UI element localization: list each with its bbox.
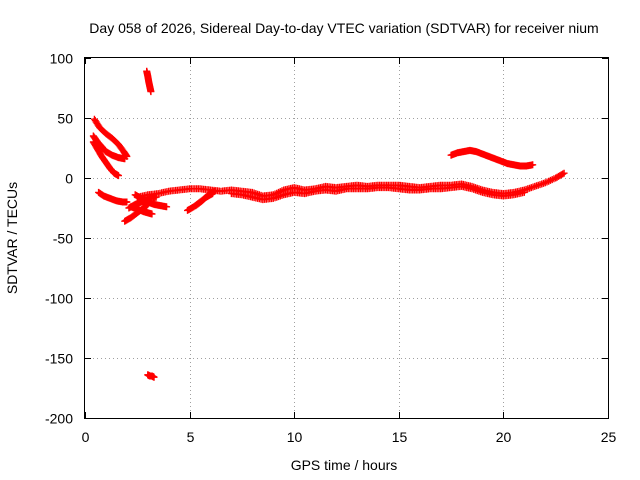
y-tick-label: -200: [45, 411, 73, 427]
y-tick-label: 50: [57, 111, 73, 127]
axis-ticks: 0 5 10 15 20 25 100 50 0 -50 -100 -150 -200: [45, 51, 617, 446]
data-point: [529, 161, 537, 169]
series-track-early-negative: [95, 188, 131, 206]
data-point: [559, 170, 567, 178]
series-main-band-lower: [227, 182, 528, 204]
series-track-low-outlier: [144, 371, 158, 381]
data-point: [123, 198, 131, 206]
y-tick-label: -50: [53, 231, 73, 247]
data-marks: [89, 67, 568, 381]
series-track-mid-decline: [89, 132, 129, 163]
data-point: [163, 203, 171, 211]
x-tick-label: 10: [287, 429, 303, 445]
x-tick-label: 0: [82, 429, 90, 445]
data-point: [560, 169, 568, 177]
y-tick-label: -150: [45, 351, 73, 367]
y-tick-label: -100: [45, 291, 73, 307]
plot-frame: [84, 57, 609, 419]
x-tick-label: 25: [601, 429, 617, 445]
y-axis-title: SDTVAR / TECUs: [4, 182, 20, 294]
series-track-high-outlier: [143, 67, 155, 96]
data-point: [520, 188, 528, 196]
x-axis-title: GPS time / hours: [291, 457, 398, 473]
y-tick-label: 0: [65, 171, 73, 187]
x-tick-label: 20: [496, 429, 512, 445]
data-point: [148, 210, 156, 218]
y-tick-label: 100: [50, 51, 74, 67]
series-track-top-decline: [90, 115, 131, 160]
series-track-cross-a: [127, 203, 156, 218]
data-point: [121, 155, 129, 163]
x-tick-label: 5: [187, 429, 195, 445]
data-point: [147, 88, 155, 96]
series-track-lower-decline: [89, 138, 122, 180]
chart-title: Day 058 of 2026, Sidereal Day-to-day VTE…: [89, 20, 598, 36]
x-tick-label: 15: [392, 429, 408, 445]
data-point: [114, 172, 122, 180]
data-point: [150, 373, 158, 381]
series-track-evening-bump: [447, 146, 537, 170]
grid-lines: [85, 58, 608, 418]
